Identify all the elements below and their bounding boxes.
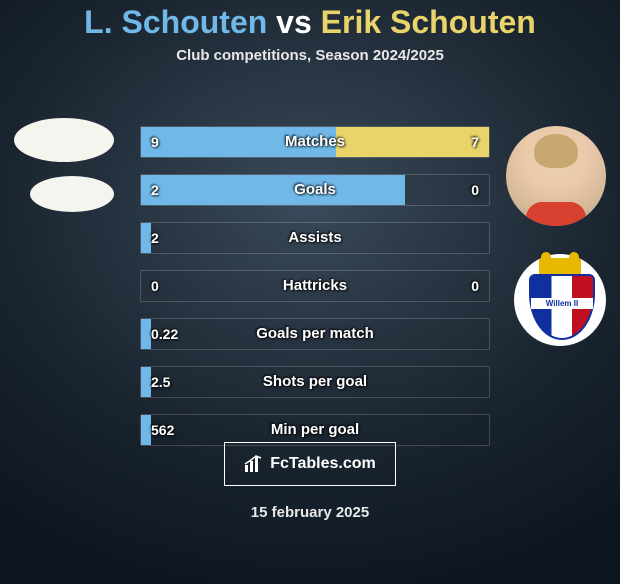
stat-row-assists: 2Assists (140, 222, 490, 254)
vs-text: vs (276, 4, 312, 40)
player1-name: L. Schouten (84, 4, 267, 40)
player2-name: Erik Schouten (321, 4, 536, 40)
comparison-title: L. Schouten vs Erik Schouten (0, 4, 620, 41)
player2-avatar (506, 126, 606, 226)
stat-label: Matches (141, 127, 489, 157)
stat-label: Shots per goal (141, 367, 489, 397)
shield-icon: Willem II Tilburg (529, 274, 595, 340)
stat-row-goals: 20Goals (140, 174, 490, 206)
branding-box[interactable]: FcTables.com (224, 442, 396, 486)
branding-text: FcTables.com (270, 455, 376, 473)
stats-container: 97Matches 20Goals 2Assists 00Hattricks 0.22G… (140, 126, 490, 462)
stat-row-goals-per-match: 0.22Goals per match (140, 318, 490, 350)
club-sub: Tilburg (531, 322, 593, 328)
subtitle: Club competitions, Season 2024/2025 (0, 47, 620, 64)
date-text: 15 february 2025 (0, 504, 620, 521)
player1-avatar-placeholder (14, 118, 114, 162)
stat-label: Goals per match (141, 319, 489, 349)
club-name: Willem II (531, 298, 593, 309)
stat-label: Min per goal (141, 415, 489, 445)
stat-row-matches: 97Matches (140, 126, 490, 158)
bars-icon (244, 455, 264, 473)
stat-row-hattricks: 00Hattricks (140, 270, 490, 302)
stat-label: Goals (141, 175, 489, 205)
stat-row-shots-per-goal: 2.5Shots per goal (140, 366, 490, 398)
player2-club-badge: Willem II Tilburg (514, 254, 606, 346)
stat-label: Hattricks (141, 271, 489, 301)
player1-club-placeholder (30, 176, 114, 212)
crown-icon (539, 258, 581, 274)
stat-label: Assists (141, 223, 489, 253)
